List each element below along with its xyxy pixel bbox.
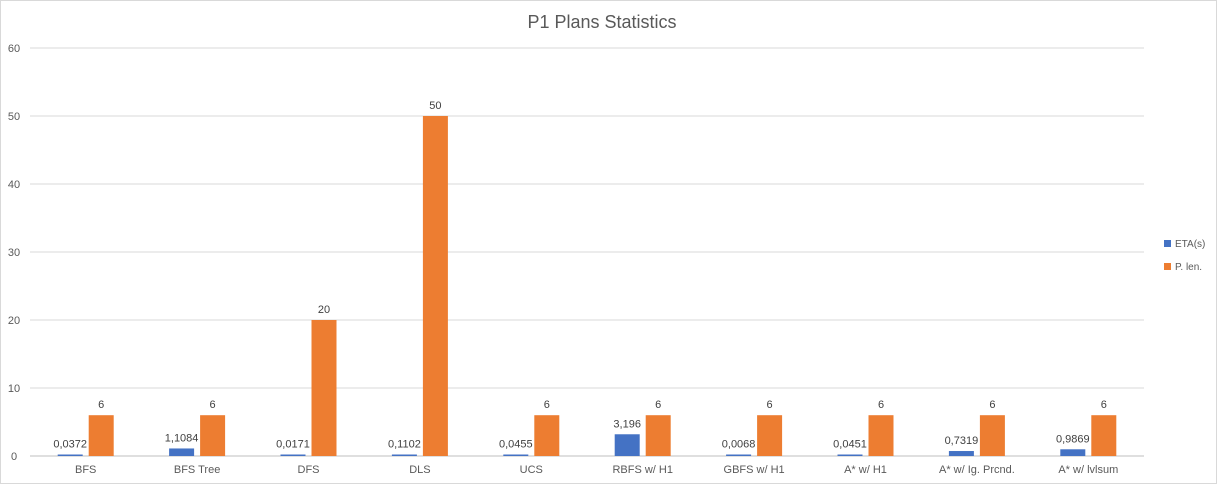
x-tick-label: BFS bbox=[75, 464, 96, 476]
data-label: 6 bbox=[878, 399, 884, 411]
y-tick-label: 0 bbox=[11, 451, 17, 463]
data-label: 6 bbox=[98, 399, 104, 411]
bar-eta-s-a-w-h1 bbox=[837, 454, 863, 456]
legend-swatch-eta-s bbox=[1164, 240, 1171, 247]
x-tick-label: A* w/ H1 bbox=[844, 464, 887, 476]
data-label: 6 bbox=[767, 399, 773, 411]
data-label: 0,9869 bbox=[1056, 433, 1090, 445]
x-tick-label: GBFS w/ H1 bbox=[724, 464, 785, 476]
bar-p-len-ucs bbox=[534, 415, 560, 456]
data-label: 0,0171 bbox=[276, 439, 310, 451]
legend: ETA(s) P. len. bbox=[1164, 239, 1205, 273]
y-tick-label: 50 bbox=[8, 111, 20, 123]
y-tick-label: 10 bbox=[8, 383, 20, 395]
bar-eta-s-rbfs-w-h1 bbox=[614, 434, 640, 456]
chart-title: P1 Plans Statistics bbox=[527, 12, 676, 32]
bar-p-len-bfs bbox=[88, 415, 114, 456]
bar-p-len-a-w-lvlsum bbox=[1091, 415, 1117, 456]
bar-p-len-dfs bbox=[311, 320, 337, 456]
bar-p-len-rbfs-w-h1 bbox=[645, 415, 671, 456]
y-tick-label: 60 bbox=[8, 43, 20, 55]
data-labels: 0,0372 6 1,1084 6 0,0171 20 0,1102 50 0,0455 6 3,1… bbox=[53, 100, 1106, 451]
x-tick-label: A* w/ lvlsum bbox=[1058, 464, 1118, 476]
x-axis-ticks: BFS BFS Tree DFS DLS UCS RBFS w/ H1 GBFS w/ H1… bbox=[75, 464, 1118, 476]
data-label: 0,1102 bbox=[388, 439, 421, 451]
y-tick-label: 40 bbox=[8, 179, 20, 191]
legend-label-eta-s: ETA(s) bbox=[1175, 239, 1205, 250]
x-tick-label: DLS bbox=[409, 464, 430, 476]
legend-swatch-p-len bbox=[1164, 263, 1171, 270]
x-tick-label: RBFS w/ H1 bbox=[612, 464, 673, 476]
legend-label-p-len: P. len. bbox=[1175, 262, 1202, 273]
bar-eta-s-ucs bbox=[503, 454, 529, 456]
bar-eta-s-bfs bbox=[57, 454, 83, 456]
gridlines bbox=[30, 47, 1144, 457]
data-label: 50 bbox=[429, 100, 441, 112]
data-label: 1,1084 bbox=[165, 432, 199, 444]
x-tick-label: UCS bbox=[520, 464, 543, 476]
x-tick-label: DFS bbox=[298, 464, 320, 476]
y-tick-label: 20 bbox=[8, 315, 20, 327]
bar-p-len-a-w-h1 bbox=[868, 415, 894, 456]
bar-eta-s-dfs bbox=[280, 454, 306, 456]
x-tick-label: BFS Tree bbox=[174, 464, 220, 476]
bar-eta-s-gbfs-w-h1 bbox=[726, 454, 752, 456]
y-axis-ticks: 0 10 20 30 40 50 60 bbox=[8, 43, 20, 463]
bar-eta-s-bfs-tree bbox=[169, 448, 195, 456]
data-label: 20 bbox=[318, 304, 330, 316]
data-label: 0,0455 bbox=[499, 439, 533, 451]
bar-p-len-gbfs-w-h1 bbox=[757, 415, 783, 456]
data-label: 6 bbox=[1101, 399, 1107, 411]
data-label: 3,196 bbox=[613, 418, 641, 430]
data-label: 6 bbox=[655, 399, 661, 411]
bars bbox=[57, 116, 1117, 456]
data-label: 6 bbox=[989, 399, 995, 411]
data-label: 0,0068 bbox=[722, 439, 756, 451]
data-label: 0,7319 bbox=[945, 435, 979, 447]
data-label: 6 bbox=[544, 399, 550, 411]
bar-eta-s-dls bbox=[391, 454, 417, 456]
data-label: 0,0451 bbox=[833, 439, 867, 451]
bar-p-len-a-w-ig-prcnd bbox=[979, 415, 1005, 456]
bar-p-len-dls bbox=[422, 116, 448, 456]
data-label: 0,0372 bbox=[53, 439, 87, 451]
y-tick-label: 30 bbox=[8, 247, 20, 259]
bar-eta-s-a-w-ig-prcnd bbox=[948, 451, 974, 456]
bar-p-len-bfs-tree bbox=[200, 415, 226, 456]
x-tick-label: A* w/ Ig. Prcnd. bbox=[939, 464, 1015, 476]
data-label: 6 bbox=[210, 399, 216, 411]
bar-eta-s-a-w-lvlsum bbox=[1060, 449, 1086, 456]
